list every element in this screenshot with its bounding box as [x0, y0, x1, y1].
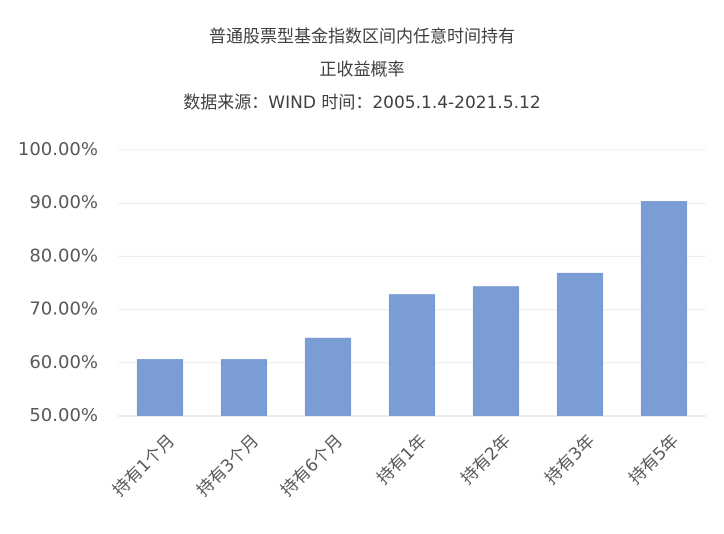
x-tick-label: 持有3个月	[193, 431, 263, 501]
chart-subtitle: 数据来源：WIND 时间：2005.1.4-2021.5.12	[183, 93, 540, 113]
y-tick-label: 70.00%	[29, 299, 98, 320]
x-tick-label: 持有1个月	[109, 431, 179, 501]
chart-title: 正收益概率	[320, 60, 405, 80]
y-tick-label: 90.00%	[29, 192, 98, 213]
bar	[640, 201, 688, 416]
x-tick-label: 持有6个月	[277, 431, 347, 501]
x-tick-label: 持有2年	[457, 431, 515, 489]
y-tick-label: 60.00%	[29, 352, 98, 373]
x-tick-label: 持有5年	[625, 431, 683, 489]
y-tick-label: 100.00%	[18, 139, 98, 160]
bar	[220, 359, 268, 416]
bar	[556, 272, 604, 416]
y-tick-label: 50.00%	[29, 405, 98, 426]
bar	[136, 359, 184, 416]
y-tick-label: 80.00%	[29, 245, 98, 266]
x-tick-label: 持有1年	[373, 431, 431, 489]
bar	[472, 286, 520, 416]
bar	[388, 294, 436, 416]
bar	[304, 337, 352, 416]
x-tick-label: 持有3年	[541, 431, 599, 489]
chart-title: 普通股票型基金指数区间内任意时间持有	[209, 27, 515, 47]
